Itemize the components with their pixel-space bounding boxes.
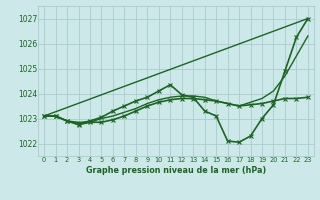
- X-axis label: Graphe pression niveau de la mer (hPa): Graphe pression niveau de la mer (hPa): [86, 166, 266, 175]
